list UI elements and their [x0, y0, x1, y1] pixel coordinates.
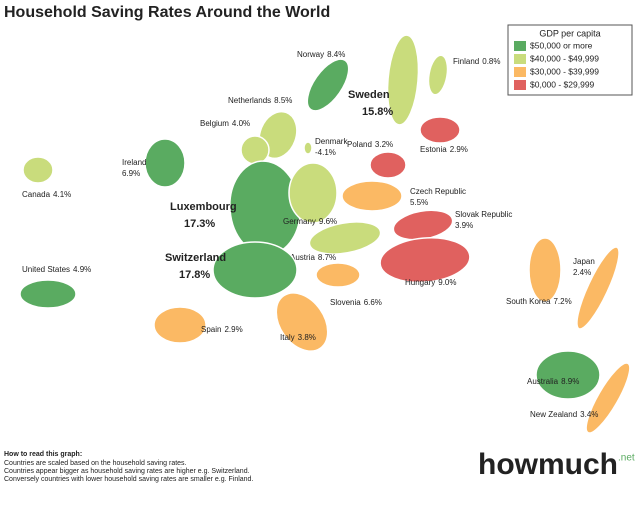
- country-rate: 4.1%: [53, 190, 71, 199]
- country-name: Germany: [283, 217, 316, 226]
- country-shape: [144, 138, 186, 188]
- legend-swatch: [514, 80, 526, 90]
- country-shape: [288, 162, 338, 224]
- country-rate: 7.2%: [553, 297, 571, 306]
- country-name: Finland: [453, 57, 479, 66]
- legend-label: $30,000 - $39,999: [530, 66, 599, 76]
- country-shape: [153, 306, 207, 344]
- country-shape: [419, 116, 461, 144]
- country-rate: 3.9%: [455, 221, 473, 230]
- notes-line: Countries are scaled based on the househ…: [4, 460, 187, 467]
- country-shape: [341, 180, 403, 212]
- country-rate: 9.6%: [319, 217, 337, 226]
- country-shape: [315, 262, 361, 288]
- country-rate: 17.3%: [184, 218, 215, 230]
- country-name: Hungary: [405, 278, 435, 287]
- country-rate: 17.8%: [179, 269, 210, 281]
- legend-title: GDP per capita: [539, 28, 600, 38]
- country-name: Netherlands: [228, 96, 271, 105]
- country-rate: -4.1%: [315, 148, 336, 157]
- country-shape: [308, 221, 382, 255]
- country-shape: [379, 236, 471, 284]
- country-name: Estonia: [420, 145, 447, 154]
- country-rate: 6.6%: [364, 298, 382, 307]
- country-name: Czech Republic: [410, 187, 466, 196]
- country-rate: 3.4%: [580, 410, 598, 419]
- country-shape: [306, 58, 350, 112]
- country-rate: 8.4%: [327, 50, 345, 59]
- country-shape: [576, 246, 620, 330]
- country-rate: 8.9%: [561, 377, 579, 386]
- logo: howmuch: [478, 448, 618, 481]
- country-rate: 2.9%: [450, 145, 468, 154]
- country-rate: 8.7%: [318, 253, 336, 262]
- country-rate: 5.5%: [410, 198, 428, 207]
- notes-line: Conversely countries with lower househol…: [4, 476, 253, 483]
- legend-label: $0,000 - $29,999: [530, 79, 595, 89]
- country-rate: 8.5%: [274, 96, 292, 105]
- country-name: Australia: [527, 377, 559, 386]
- country-rate: 0.8%: [482, 57, 500, 66]
- logo-suffix: .net: [618, 453, 635, 464]
- country-name: Slovak Republic: [455, 210, 512, 219]
- country-shape: [212, 241, 298, 299]
- country-name: Norway: [297, 50, 324, 59]
- country-rate: 3.8%: [298, 333, 316, 342]
- notes-heading: How to read this graph:: [4, 451, 82, 458]
- notes-line: Countries appear bigger as household sav…: [4, 468, 250, 475]
- country-shape: [275, 292, 329, 352]
- country-shape: [369, 151, 407, 179]
- country-rate: 2.9%: [224, 325, 242, 334]
- country-rate: 9.0%: [438, 278, 456, 287]
- country-name: Switzerland: [165, 252, 226, 264]
- country-shape: [386, 34, 420, 126]
- country-name: Belgium: [200, 119, 229, 128]
- country-rate: 4.0%: [232, 119, 250, 128]
- country-rate: 3.2%: [375, 140, 393, 149]
- country-name: Sweden: [348, 89, 390, 101]
- country-rate: 6.9%: [122, 169, 140, 178]
- country-shape: [22, 156, 54, 184]
- legend-box: [507, 24, 633, 96]
- legend-swatch: [514, 67, 526, 77]
- legend-swatch: [514, 54, 526, 64]
- country-name: Canada: [22, 190, 51, 199]
- country-shape: [535, 350, 601, 400]
- legend-label: $40,000 - $49,999: [530, 53, 599, 63]
- country-shape: [240, 135, 270, 165]
- country-name: Luxembourg: [170, 201, 237, 213]
- country-shape: [528, 237, 562, 303]
- country-name: Austria: [290, 253, 315, 262]
- country-name: New Zealand: [530, 410, 577, 419]
- title: Household Saving Rates Around the World: [4, 4, 330, 21]
- country-rate: 4.9%: [73, 265, 91, 274]
- country-shape: [427, 54, 449, 96]
- country-name: South Korea: [506, 297, 551, 306]
- country-shape: [303, 141, 313, 155]
- country-name: Ireland: [122, 158, 146, 167]
- country-name: United States: [22, 265, 70, 274]
- country-shape: [19, 279, 77, 309]
- legend-swatch: [514, 41, 526, 51]
- country-name: Poland: [347, 140, 372, 149]
- legend-label: $50,000 or more: [530, 40, 593, 50]
- country-name: Slovenia: [330, 298, 361, 307]
- country-rate: 15.8%: [362, 106, 393, 118]
- country-name: Italy: [280, 333, 295, 342]
- country-name: Denmark: [315, 137, 348, 146]
- country-name: Spain: [201, 325, 221, 334]
- country-name: Japan: [573, 257, 595, 266]
- country-rate: 2.4%: [573, 268, 591, 277]
- country-shape: [585, 362, 631, 434]
